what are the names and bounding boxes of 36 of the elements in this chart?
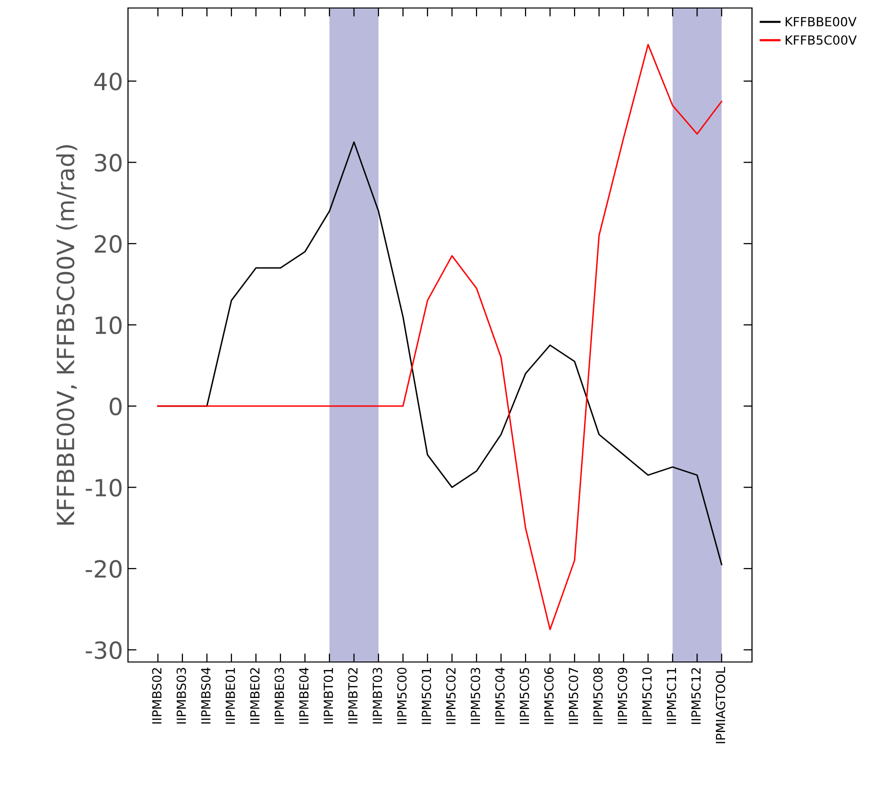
x-tick-label: IIPM5C12 bbox=[691, 668, 701, 724]
y-tick-label: 0 bbox=[110, 398, 122, 416]
x-tick-label: IIPM5C01 bbox=[422, 668, 432, 724]
x-tick-label: IIPM5C10 bbox=[642, 668, 652, 724]
x-tick-label: IIPMBE04 bbox=[299, 668, 309, 724]
y-tick-label: -20 bbox=[86, 560, 122, 578]
y-tick-label: 30 bbox=[94, 154, 122, 172]
x-tick-label: IIPM5C06 bbox=[544, 668, 554, 724]
y-tick-label: -10 bbox=[86, 478, 122, 497]
x-tick-label: IIPM5C11 bbox=[666, 668, 676, 724]
y-tick-label: 40 bbox=[94, 72, 122, 90]
x-tick-label: IIPM5C03 bbox=[470, 668, 480, 724]
x-tick-label: IIPMBT03 bbox=[372, 668, 382, 724]
x-tick-label: IIPMBS04 bbox=[201, 668, 211, 724]
legend-label: KFFB5C00V bbox=[786, 35, 857, 45]
x-tick-label: IIPM5C07 bbox=[568, 668, 578, 724]
x-tick-label: IIPM5C00 bbox=[397, 668, 407, 724]
x-tick-label: IIPMBE01 bbox=[226, 668, 236, 724]
x-tick-label: IIPM5C08 bbox=[593, 668, 603, 724]
x-tick-label: IIPMBS03 bbox=[176, 668, 186, 724]
x-tick-label: IIPM5C05 bbox=[520, 668, 530, 724]
x-tick-label: IIPM5C09 bbox=[618, 668, 628, 724]
x-tick-label: IIPMBE03 bbox=[274, 668, 284, 724]
y-tick-label: 20 bbox=[94, 235, 122, 253]
y-tick-label: -30 bbox=[86, 641, 122, 660]
legend-label: KFFBBE00V bbox=[786, 16, 856, 26]
x-tick-label: IIPMBT02 bbox=[348, 668, 358, 724]
line-series bbox=[157, 44, 722, 630]
x-tick-label: IIPM5C04 bbox=[495, 668, 505, 724]
x-tick-label: IIPMBS02 bbox=[152, 668, 162, 724]
y-tick-label: 10 bbox=[96, 316, 122, 334]
x-tick-label: IIPMBT01 bbox=[324, 668, 334, 724]
x-tick-label: IPMIAGTOOL bbox=[716, 666, 726, 744]
x-tick-label: IIPM5C02 bbox=[446, 668, 456, 724]
x-tick-label: IIPMBE02 bbox=[250, 668, 260, 724]
y-axis-title: KFFBBE00V, KFFB5C00V (m/rad) bbox=[56, 145, 78, 525]
